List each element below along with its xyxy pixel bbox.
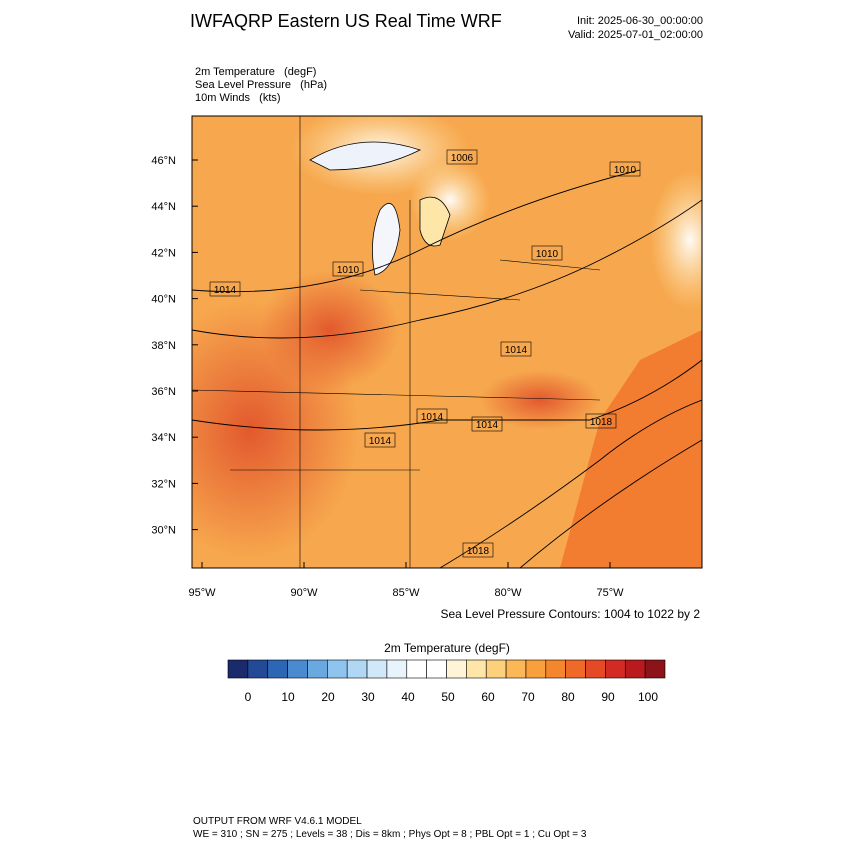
colorbar-box (227, 659, 249, 679)
colorbar-label: 60 (481, 690, 495, 704)
field-label: Sea Level Pressure (hPa) (195, 79, 327, 91)
lat-label: 38°N (151, 340, 176, 352)
contour-label-box (609, 161, 641, 177)
contour-label-box (209, 281, 241, 297)
contour-note: Sea Level Pressure Contours: 1004 to 102… (441, 607, 701, 621)
contour-label-box (446, 149, 478, 165)
contour-label: 1018 (467, 546, 490, 557)
footer-line: WE = 310 ; SN = 275 ; Levels = 38 ; Dis … (193, 829, 587, 840)
colorbar-box (327, 659, 348, 679)
colorbar-title: 2m Temperature (degF) (384, 641, 510, 655)
contour-label: 1014 (214, 285, 237, 296)
contour-label: 1014 (421, 412, 444, 423)
colorbar-label: 10 (281, 690, 295, 704)
lat-label: 42°N (151, 247, 176, 259)
contour-label: 1010 (614, 165, 637, 176)
lon-label: 85°W (392, 587, 420, 599)
colorbar-box (585, 659, 606, 679)
contour-label-box (531, 245, 563, 261)
contour-label-box (332, 261, 364, 277)
colorbar-label: 90 (601, 690, 615, 704)
lat-label: 40°N (151, 294, 176, 306)
colorbar-box (565, 659, 586, 679)
colorbar-box (624, 659, 646, 679)
lon-label: 75°W (596, 587, 624, 599)
colorbar-box (485, 659, 507, 679)
field-label: 2m Temperature (degF) (195, 66, 316, 78)
warm-area (480, 370, 600, 430)
colorbar-label: 50 (441, 690, 455, 704)
map: 1006 1010 1010 1010 1014 1014 1014 1014 1014 1018… (192, 116, 702, 568)
contour-label: 1010 (536, 249, 559, 260)
warm-area (260, 270, 400, 390)
colorbar-label: 100 (638, 690, 658, 704)
lat-label: 46°N (151, 155, 176, 167)
colorbar-box (267, 659, 288, 679)
contour-label: 1010 (337, 265, 360, 276)
field-label: 10m Winds (kts) (195, 92, 281, 104)
contour-label: 1006 (451, 153, 474, 164)
colorbar-label: 80 (561, 690, 575, 704)
colorbar-box (287, 659, 308, 679)
title: IWFAQRP Eastern US Real Time WRF (190, 11, 502, 31)
contour-label: 1014 (476, 420, 499, 431)
ocean (560, 330, 702, 568)
colorbar-label: 40 (401, 690, 415, 704)
footer-line: OUTPUT FROM WRF V4.6.1 MODEL (193, 816, 362, 827)
colorbar-label: 30 (361, 690, 375, 704)
colorbar-box (446, 659, 467, 679)
contour-label-box (471, 416, 503, 432)
colorbar-box (366, 659, 388, 679)
map-frame (191, 115, 703, 569)
lon-label: 95°W (188, 587, 216, 599)
lon-label: 80°W (494, 587, 522, 599)
colorbar-box (466, 659, 487, 679)
colorbar-box (247, 659, 269, 679)
colorbar-box (346, 659, 368, 679)
valid-time: Valid: 2025-07-01_02:00:00 (568, 29, 703, 41)
lat-label: 34°N (151, 432, 176, 444)
contour-label: 1018 (590, 417, 613, 428)
lat-label: 32°N (151, 478, 176, 490)
lake (309, 141, 422, 171)
colorbar-box (505, 659, 527, 679)
cool-area (650, 170, 702, 310)
colorbar-box (644, 659, 666, 679)
colorbar-label: 70 (521, 690, 535, 704)
lat-label: 30°N (151, 525, 176, 537)
colorbar-label: 20 (321, 690, 335, 704)
colorbar-box (545, 659, 566, 679)
contour-label-box (585, 413, 617, 429)
lat-label: 36°N (151, 386, 176, 398)
contour-label: 1014 (369, 436, 392, 447)
contour-label-box (364, 432, 396, 448)
colorbar-box (426, 659, 447, 679)
contour-label-box (462, 542, 494, 558)
colorbar-label: 0 (245, 690, 252, 704)
init-time: Init: 2025-06-30_00:00:00 (577, 15, 703, 27)
contour-label-box (500, 341, 532, 357)
lat-label: 44°N (151, 201, 176, 213)
colorbar-box (406, 659, 427, 679)
contours (192, 169, 702, 568)
colorbar-box (605, 659, 626, 679)
colorbar-box (307, 659, 328, 679)
contour-label: 1014 (505, 345, 528, 356)
colorbar-box (525, 659, 547, 679)
colorbar-box (386, 659, 408, 679)
borders (192, 116, 601, 568)
lake (419, 196, 451, 247)
contour-label-box (416, 408, 448, 424)
lon-label: 90°W (290, 587, 318, 599)
